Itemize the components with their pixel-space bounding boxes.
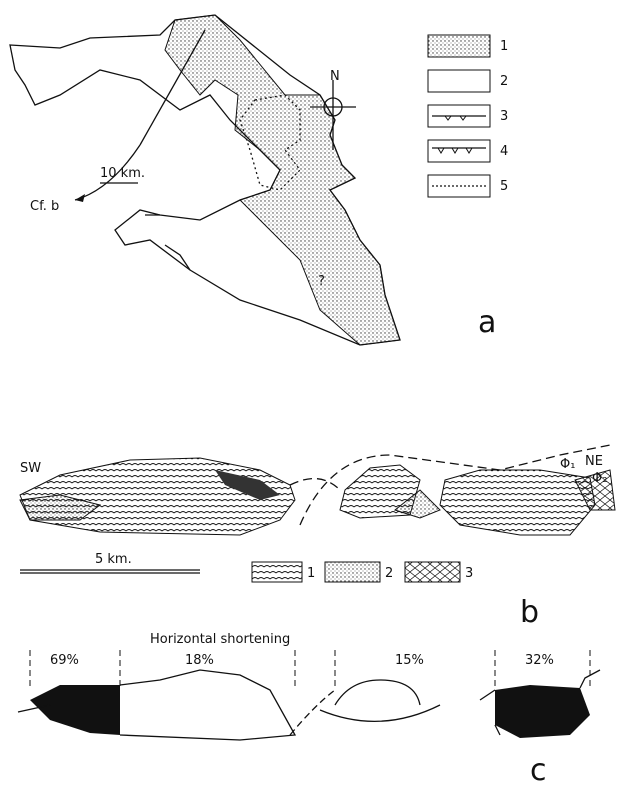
reference-label: Cf. b — [30, 199, 59, 214]
percentage: 18% — [185, 653, 214, 668]
legend-label: 1 — [500, 39, 508, 54]
legend-label: 3 — [465, 566, 473, 581]
legend-label: 3 — [500, 109, 508, 124]
scale-label: 10 km. — [100, 166, 145, 181]
side-label: NE — [585, 454, 603, 469]
north-label: N — [330, 69, 340, 84]
panel-label: a — [478, 305, 496, 340]
map-legend: 1 2 3 4 5 a — [428, 35, 508, 340]
legend-label: 1 — [307, 566, 315, 581]
cross-section: SW NE Φ₁ Φ₂ 5 km. 1 2 3 b — [20, 445, 615, 630]
panel-label: b — [520, 595, 539, 630]
phase-label: Φ₁ — [560, 457, 575, 472]
legend-label: 5 — [500, 179, 508, 194]
scale-label: 5 km. — [95, 552, 132, 567]
percentage: 32% — [525, 653, 554, 668]
page: 10 km. Cf. b ? N 1 2 3 4 5 a SW NE Φ₁ Φ₂… — [0, 0, 625, 789]
title: Horizontal shortening — [150, 632, 290, 647]
phase-label: Φ₂ — [592, 471, 607, 486]
panel-label: c — [530, 753, 547, 788]
legend-label: 4 — [500, 144, 508, 159]
legend-label: 2 — [500, 74, 508, 89]
figure: 10 km. Cf. b ? N 1 2 3 4 5 a SW NE Φ₁ Φ₂… — [0, 0, 625, 789]
side-label: SW — [20, 461, 41, 476]
shortening: Horizontal shortening 69% 18% 15% 32% c — [18, 632, 600, 788]
percentage: 69% — [50, 653, 79, 668]
unknown-label: ? — [318, 274, 325, 289]
legend-label: 2 — [385, 566, 393, 581]
map: 10 km. Cf. b ? N — [10, 15, 400, 345]
percentage: 15% — [395, 653, 424, 668]
